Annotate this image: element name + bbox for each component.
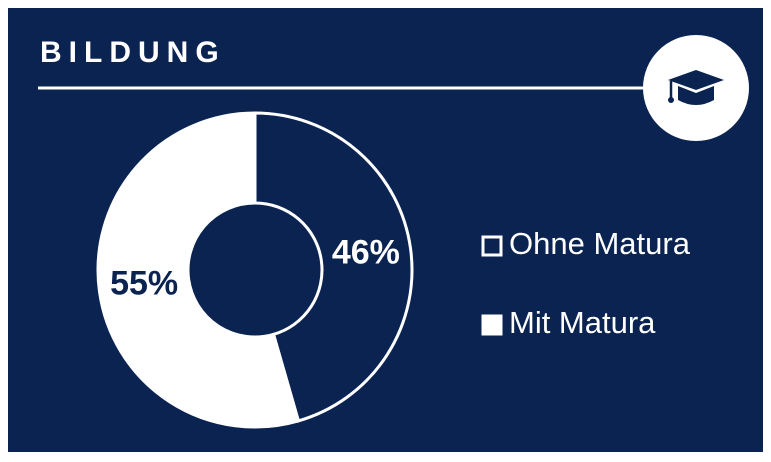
legend-swatch — [481, 235, 503, 257]
donut-segment — [253, 111, 414, 423]
data-label: 46% — [332, 233, 400, 271]
donut-segment — [96, 111, 301, 429]
education-icon — [643, 35, 749, 141]
legend-label: Ohne Matura — [509, 226, 691, 261]
legend-label: Mit Matura — [509, 305, 656, 340]
chart-title: BILDUNG — [40, 36, 226, 69]
legend-swatch — [481, 314, 503, 336]
data-label: 55% — [110, 265, 178, 303]
